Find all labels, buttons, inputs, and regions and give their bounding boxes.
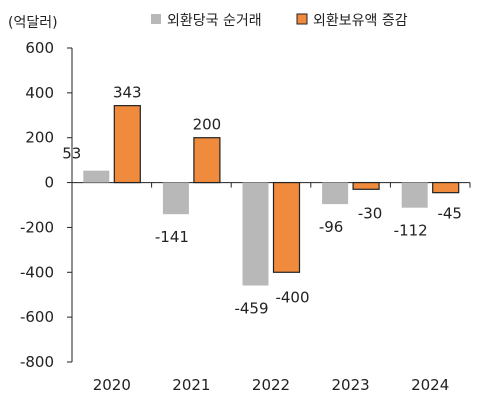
y-tick-label: -800 — [20, 353, 54, 371]
unit-label: (억달러) — [8, 15, 58, 31]
x-tick-label: 2020 — [93, 376, 131, 394]
x-tick-label: 2022 — [252, 376, 290, 394]
data-label-series-2: -45 — [437, 205, 462, 223]
data-label-series-2: 343 — [113, 84, 142, 102]
data-label-series-2: 200 — [193, 116, 222, 134]
data-label-series-1: -141 — [155, 228, 189, 246]
y-tick-label: 400 — [25, 84, 54, 102]
y-tick-label: 600 — [25, 39, 54, 57]
x-tick-label: 2021 — [172, 376, 210, 394]
data-labels: 53 343 -141 200 -459 -400 -96 -30 -112 -45 — [62, 84, 462, 318]
x-axis: 2020 2021 2022 2023 2024 — [71, 182, 471, 394]
y-tick-label: -400 — [20, 263, 54, 281]
legend-label-series-1: 외환당국 순거래 — [167, 13, 262, 29]
x-tick-label: 2023 — [332, 376, 370, 394]
y-axis: 600 400 200 0 -200 -400 -600 -800 — [20, 39, 73, 371]
bar-series-2 — [113, 105, 141, 184]
bar-series-2 — [352, 181, 380, 190]
legend-label-series-2: 외환보유액 증감 — [313, 13, 408, 29]
data-label-series-2: -30 — [358, 205, 383, 223]
bar-series-1 — [83, 170, 110, 183]
data-label-series-1: -112 — [394, 222, 428, 240]
data-label-series-1: 53 — [62, 145, 81, 163]
legend-swatch-series-2 — [296, 13, 308, 25]
data-label-series-1: -459 — [234, 300, 268, 318]
bar-series-2 — [432, 181, 460, 194]
legend: 외환당국 순거래 외환보유액 증감 — [151, 13, 408, 29]
bar-series-1 — [322, 182, 349, 205]
x-tick-label: 2024 — [411, 376, 449, 394]
y-tick-label: -600 — [20, 308, 54, 326]
bars — [83, 105, 460, 286]
y-tick-label: 200 — [25, 129, 54, 147]
legend-swatch-series-1 — [151, 14, 161, 24]
bar-series-2 — [272, 181, 301, 273]
bar-series-2 — [193, 137, 221, 184]
bar-series-1 — [242, 182, 269, 286]
y-tick-label: -200 — [20, 218, 54, 236]
data-label-series-1: -96 — [319, 218, 344, 236]
bar-series-1 — [401, 182, 428, 208]
y-tick-label: 0 — [44, 174, 54, 192]
bar-series-1 — [162, 182, 189, 215]
data-label-series-2: -400 — [275, 288, 309, 306]
